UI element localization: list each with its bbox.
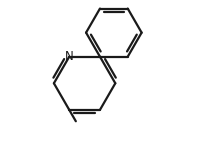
Text: N: N	[65, 50, 74, 63]
